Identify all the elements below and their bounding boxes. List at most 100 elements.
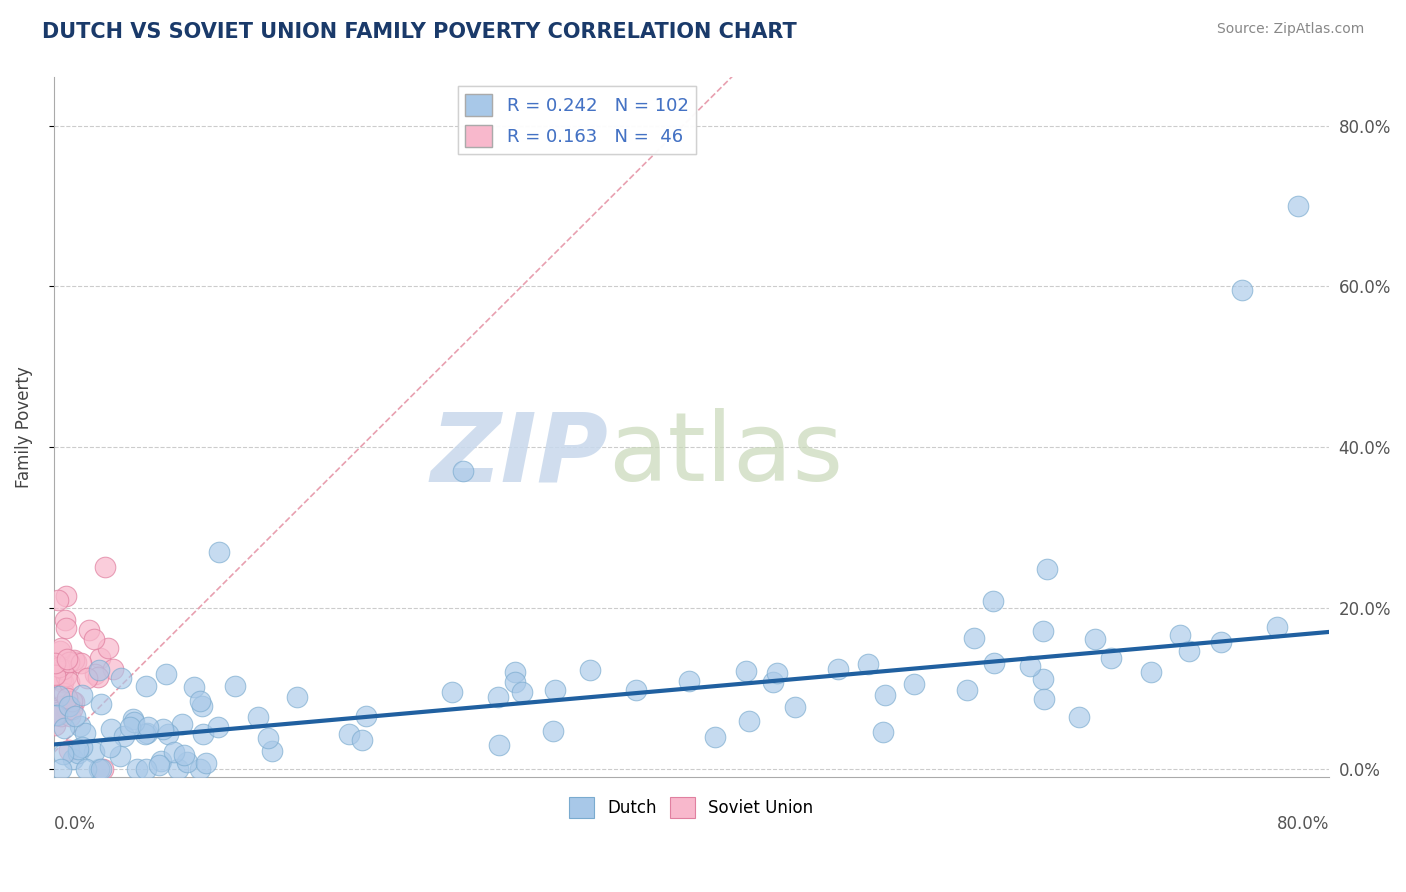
Point [152, 722, 174, 736]
Point [46, 592, 69, 607]
Point [1168, 628, 1191, 642]
Point [49, 643, 72, 657]
Point [52, 722, 75, 736]
Point [46, 706, 69, 720]
Point [55, 652, 77, 666]
Point [503, 665, 526, 680]
Point [53, 613, 76, 627]
Point [1033, 691, 1056, 706]
Point [97, 641, 120, 656]
Point [44, 707, 66, 722]
Point [135, 762, 157, 776]
Point [247, 710, 270, 724]
Point [983, 657, 1005, 671]
Point [44, 668, 66, 682]
Point [46, 703, 69, 717]
Point [77, 623, 100, 637]
Point [191, 698, 214, 713]
Point [188, 693, 211, 707]
Point [783, 700, 806, 714]
Point [70, 740, 93, 755]
Point [49, 708, 72, 723]
Point [91, 762, 114, 776]
Point [70, 656, 93, 670]
Point [58, 674, 80, 689]
Point [703, 731, 725, 745]
Point [52, 662, 75, 676]
Point [118, 720, 141, 734]
Point [1209, 634, 1232, 648]
Point [62, 752, 84, 766]
Point [176, 755, 198, 769]
Point [163, 745, 186, 759]
Point [84, 667, 107, 681]
Point [766, 665, 789, 680]
Text: ZIP: ZIP [430, 409, 609, 501]
Point [285, 690, 308, 704]
Point [87, 663, 110, 677]
Point [510, 685, 533, 699]
Point [89, 651, 111, 665]
Point [156, 727, 179, 741]
Point [52, 674, 75, 689]
Point [134, 727, 156, 741]
Point [58, 698, 80, 713]
Point [761, 674, 783, 689]
Point [63, 695, 86, 709]
Point [87, 670, 110, 684]
Point [167, 762, 190, 776]
Point [1099, 650, 1122, 665]
Point [1019, 659, 1042, 673]
Text: Source: ZipAtlas.com: Source: ZipAtlas.com [1216, 22, 1364, 37]
Point [981, 594, 1004, 608]
Point [256, 731, 278, 745]
Point [191, 726, 214, 740]
Point [83, 632, 105, 646]
Point [149, 754, 172, 768]
Point [110, 671, 132, 685]
Point [1286, 199, 1309, 213]
Point [51, 704, 73, 718]
Point [626, 682, 648, 697]
Point [224, 679, 246, 693]
Point [1178, 644, 1201, 658]
Point [44, 667, 66, 681]
Point [69, 719, 91, 733]
Point [872, 725, 894, 739]
Point [60, 694, 83, 708]
Point [1230, 284, 1253, 298]
Point [98, 740, 121, 755]
Point [451, 464, 474, 478]
Point [188, 762, 211, 776]
Point [65, 655, 87, 669]
Point [1036, 562, 1059, 576]
Point [101, 662, 124, 676]
Point [55, 703, 77, 717]
Point [58, 742, 80, 756]
Text: 80.0%: 80.0% [1277, 815, 1329, 833]
Point [90, 762, 112, 776]
Point [173, 747, 195, 762]
Point [60, 702, 83, 716]
Point [46, 703, 69, 717]
Point [75, 762, 97, 776]
Point [678, 673, 700, 688]
Point [112, 729, 135, 743]
Point [1140, 665, 1163, 679]
Point [354, 709, 377, 723]
Point [59, 708, 82, 723]
Point [1069, 710, 1091, 724]
Text: 0.0%: 0.0% [53, 815, 96, 833]
Point [337, 727, 360, 741]
Point [207, 720, 229, 734]
Point [956, 682, 979, 697]
Point [56, 691, 79, 706]
Point [505, 675, 527, 690]
Point [734, 665, 756, 679]
Point [124, 715, 146, 730]
Point [1084, 632, 1107, 646]
Point [66, 746, 89, 760]
Point [52, 747, 75, 761]
Point [76, 671, 98, 685]
Point [488, 738, 510, 752]
